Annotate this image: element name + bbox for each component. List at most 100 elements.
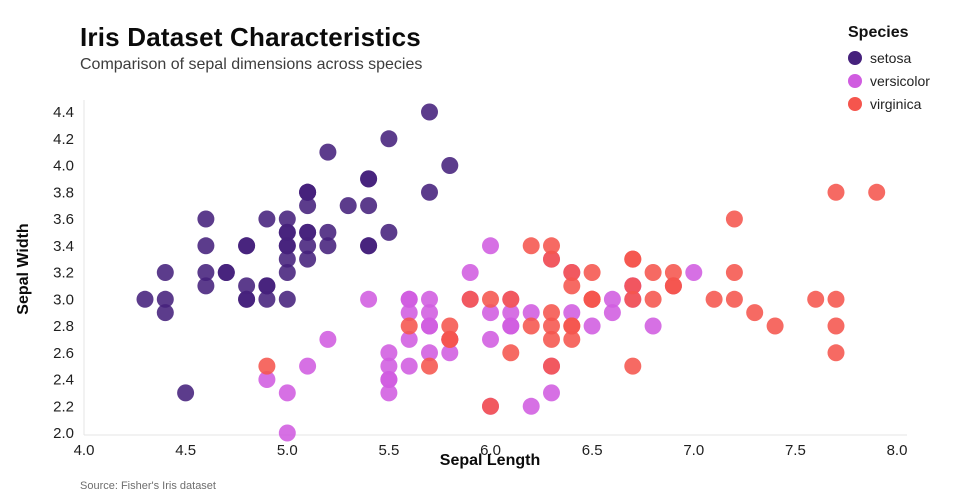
data-point-setosa — [421, 103, 438, 121]
data-point-setosa — [278, 290, 296, 308]
data-point-setosa — [278, 237, 296, 255]
y-tick-label: 4.2 — [53, 131, 74, 148]
legend: Species setosa versicolor virginica — [840, 24, 958, 119]
data-point-versicolor — [603, 304, 621, 322]
data-point-setosa — [238, 277, 256, 295]
data-point-virginica — [827, 183, 845, 201]
page-subtitle: Comparison of sepal dimensions across sp… — [80, 56, 423, 73]
data-point-setosa — [319, 223, 337, 241]
data-point-setosa — [360, 237, 378, 255]
data-point-setosa — [360, 170, 378, 188]
y-tick-label: 2.4 — [53, 372, 74, 389]
data-point-setosa — [299, 183, 317, 201]
data-point-setosa — [156, 304, 174, 322]
data-point-virginica — [624, 250, 642, 268]
x-axis-label: Sepal Length — [439, 452, 541, 469]
data-point-setosa — [177, 384, 195, 402]
data-point-virginica — [441, 317, 459, 335]
data-point-setosa — [258, 210, 276, 228]
data-point-versicolor — [522, 397, 540, 415]
y-axis-label: Sepal Width — [15, 223, 32, 315]
data-point-virginica — [461, 290, 479, 308]
data-point-versicolor — [644, 317, 662, 335]
data-point-setosa — [319, 143, 337, 161]
data-point-setosa — [421, 183, 438, 201]
data-point-versicolor — [461, 264, 479, 281]
legend-label: virginica — [870, 96, 922, 112]
data-point-virginica — [502, 344, 520, 362]
data-point-setosa — [238, 237, 256, 255]
data-point-versicolor — [258, 371, 276, 388]
data-point-versicolor — [380, 357, 398, 375]
data-point-virginica — [705, 290, 723, 308]
data-point-virginica — [441, 330, 459, 348]
data-point-versicolor — [502, 317, 520, 335]
data-point-setosa — [156, 264, 174, 281]
data-point-setosa — [238, 290, 256, 308]
data-point-setosa — [278, 250, 296, 268]
data-point-versicolor — [502, 304, 520, 322]
y-tick-label: 2.2 — [53, 398, 74, 415]
data-point-virginica — [563, 264, 581, 281]
data-point-virginica — [543, 357, 560, 375]
data-point-versicolor — [685, 264, 703, 281]
x-tick-label: 5.5 — [378, 442, 399, 459]
data-point-setosa — [299, 237, 317, 255]
legend-title: Species — [848, 24, 909, 41]
data-point-virginica — [543, 237, 560, 255]
data-point-virginica — [644, 264, 662, 281]
data-point-setosa — [380, 130, 398, 148]
y-tick-label: 3.6 — [53, 211, 74, 228]
data-point-versicolor — [380, 344, 398, 362]
data-point-setosa — [299, 197, 317, 215]
x-tick-label: 7.0 — [683, 442, 704, 459]
data-point-setosa — [278, 223, 296, 241]
data-point-virginica — [563, 277, 581, 295]
data-point-versicolor — [278, 384, 296, 402]
y-tick-label: 2.0 — [53, 425, 74, 442]
data-point-virginica — [644, 290, 662, 308]
y-tick-label: 3.2 — [53, 265, 74, 282]
data-point-virginica — [624, 290, 642, 308]
data-point-setosa — [339, 197, 357, 215]
legend-dot-versicolor — [848, 74, 862, 88]
data-point-versicolor — [319, 330, 337, 348]
data-point-virginica — [583, 290, 601, 308]
data-point-versicolor — [441, 344, 459, 362]
y-tick-label: 3.8 — [53, 184, 74, 201]
x-tick-label: 7.5 — [785, 442, 806, 459]
data-point-setosa — [319, 237, 337, 255]
legend-dot-setosa — [848, 51, 862, 65]
data-point-virginica — [563, 330, 581, 348]
y-tick-label: 2.6 — [53, 345, 74, 362]
x-tick-label: 5.0 — [277, 442, 298, 459]
data-point-virginica — [421, 357, 438, 375]
data-point-versicolor — [400, 357, 418, 375]
data-point-versicolor — [421, 344, 438, 362]
data-point-versicolor — [421, 304, 438, 322]
data-point-virginica — [746, 304, 764, 322]
data-point-setosa — [299, 223, 317, 241]
data-point-setosa — [360, 197, 378, 215]
legend-label: versicolor — [870, 73, 930, 89]
data-point-versicolor — [299, 357, 317, 375]
data-point-virginica — [482, 397, 499, 415]
data-point-virginica — [563, 317, 581, 335]
data-point-versicolor — [380, 384, 398, 402]
data-point-setosa — [278, 264, 296, 281]
data-point-setosa — [197, 264, 215, 281]
data-point-virginica — [543, 330, 560, 348]
y-tick-label: 4.4 — [53, 104, 74, 121]
data-point-virginica — [482, 290, 499, 308]
data-point-versicolor — [421, 290, 438, 308]
data-point-virginica — [624, 277, 642, 295]
data-point-versicolor — [380, 371, 398, 388]
data-point-versicolor — [278, 424, 296, 442]
x-tick-label: 6.5 — [582, 442, 603, 459]
legend-label: setosa — [870, 50, 912, 66]
data-point-setosa — [258, 290, 276, 308]
y-tick-label: 3.0 — [53, 291, 74, 308]
data-point-virginica — [725, 264, 743, 281]
data-point-virginica — [827, 344, 845, 362]
